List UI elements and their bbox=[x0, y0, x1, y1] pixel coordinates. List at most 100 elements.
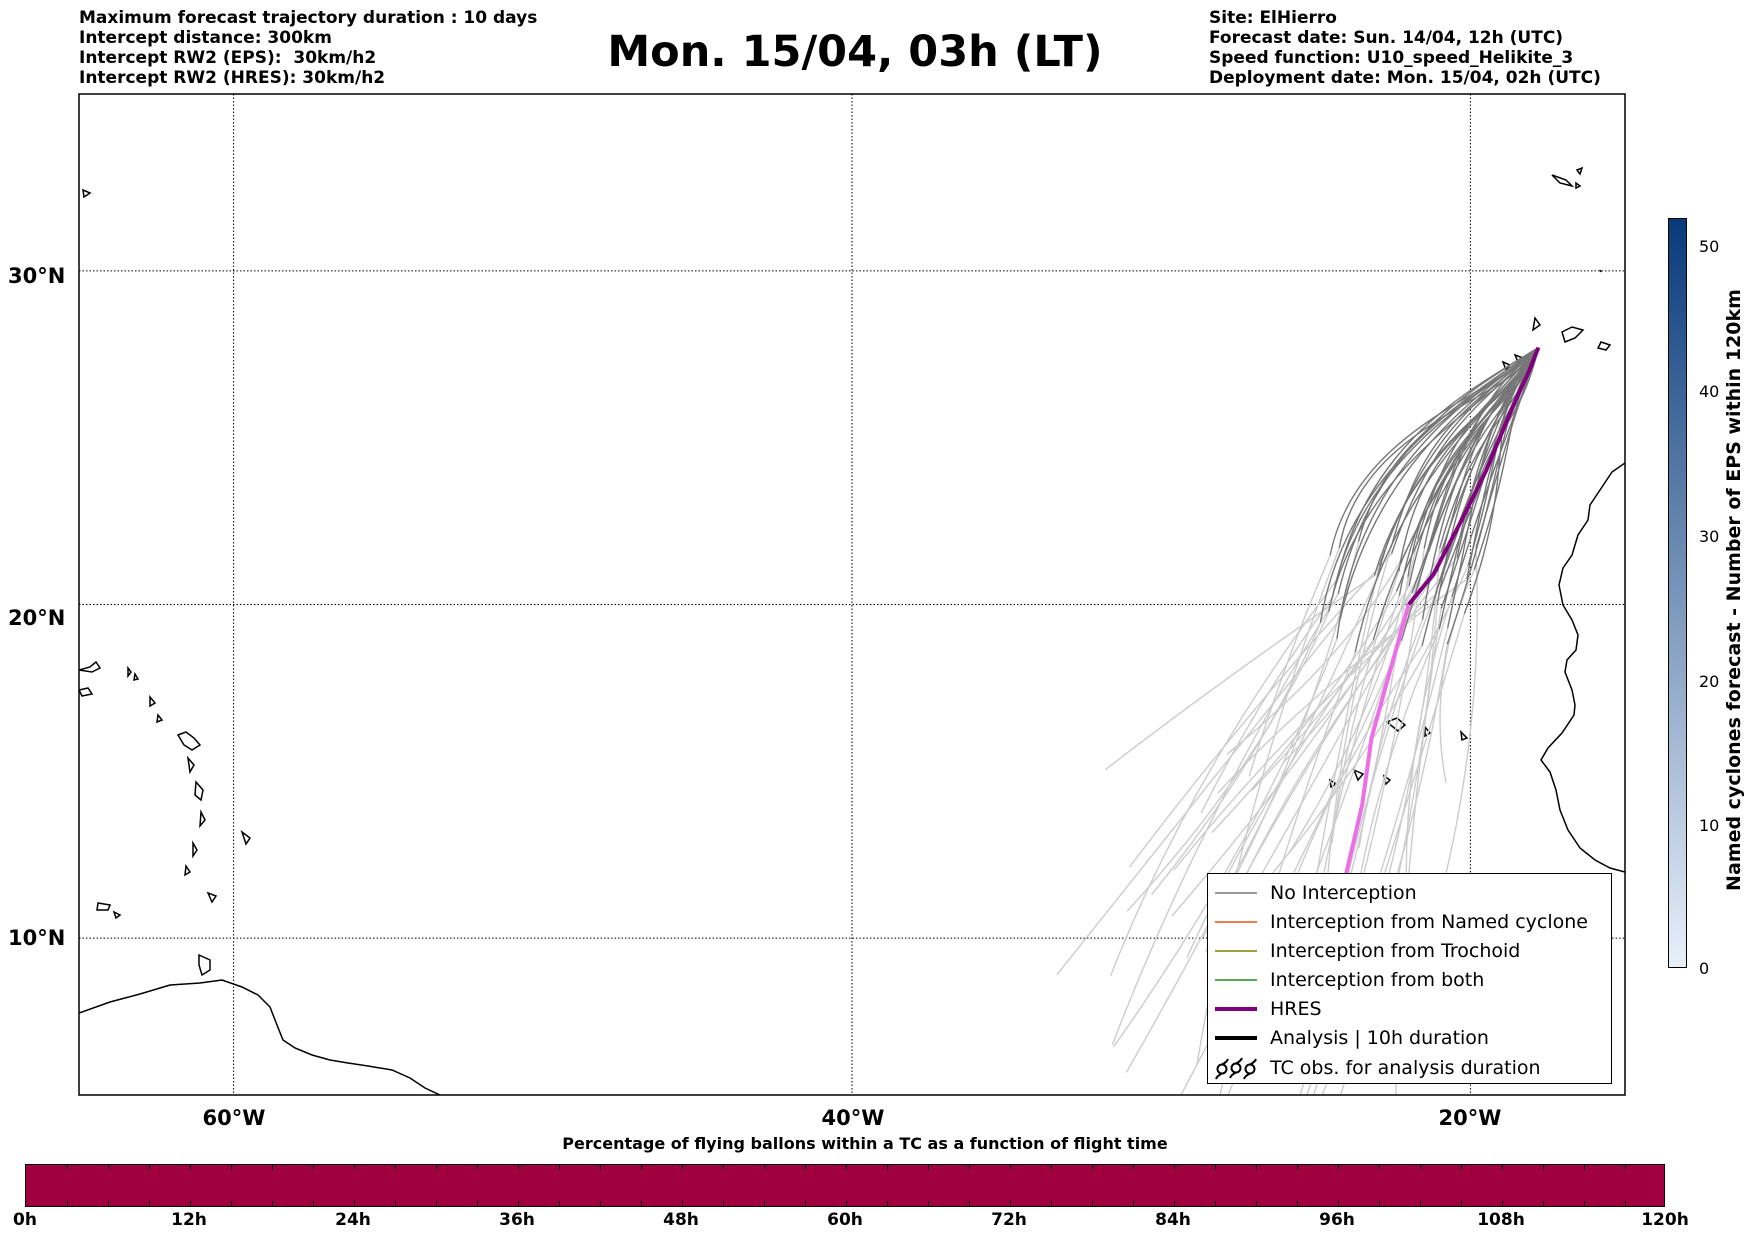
coastline-south-america bbox=[79, 979, 441, 1095]
colorbar-minor-tick bbox=[395, 1201, 396, 1206]
colorbar-minor-tick bbox=[149, 1165, 150, 1170]
colorbar-minor-tick bbox=[1379, 1165, 1380, 1170]
colorbar-minor-tick bbox=[1543, 1201, 1544, 1206]
colorbar-minor-tick bbox=[764, 1165, 765, 1170]
colorbar-flight-time-tick: 96h bbox=[1319, 1210, 1355, 1230]
colorbar-flight-time-tick: 12h bbox=[171, 1210, 207, 1230]
colorbar-minor-tick bbox=[477, 1201, 478, 1206]
legend-label: Analysis | 10h duration bbox=[1270, 1027, 1489, 1049]
eps-trajectory bbox=[1336, 347, 1539, 639]
colorbar-tick: 40 bbox=[1699, 382, 1720, 401]
colorbar-minor-tick bbox=[313, 1165, 314, 1170]
lat-label-10n: 10°N bbox=[8, 926, 66, 950]
map-legend: No Interception Interception from Named … bbox=[1207, 873, 1612, 1084]
colorbar-minor-tick bbox=[641, 1201, 642, 1206]
colorbar-minor-tick bbox=[805, 1165, 806, 1170]
legend-label: Interception from both bbox=[1270, 969, 1485, 991]
colorbar-minor-tick bbox=[1297, 1165, 1298, 1170]
eps-trajectory bbox=[1329, 347, 1539, 556]
header-right-line: Deployment date: Mon. 15/04, 02h (UTC) bbox=[1209, 68, 1601, 88]
colorbar-minor-tick bbox=[1338, 1165, 1339, 1170]
eps-trajectory bbox=[1398, 347, 1540, 596]
colorbar-minor-tick bbox=[1092, 1201, 1093, 1206]
colorbar-minor-tick bbox=[805, 1201, 806, 1206]
colorbar-minor-tick bbox=[1502, 1201, 1503, 1206]
header-right-line: Speed function: U10_speed_Helikite_3 bbox=[1209, 48, 1574, 68]
colorbar-flight-time-tick: 24h bbox=[335, 1210, 371, 1230]
colorbar-minor-tick bbox=[108, 1165, 109, 1170]
colorbar-minor-tick bbox=[846, 1201, 847, 1206]
legend-swatch-purple bbox=[1215, 1007, 1257, 1011]
colorbar-minor-tick bbox=[477, 1165, 478, 1170]
eps-trajectory-continuation bbox=[1104, 575, 1375, 771]
eps-trajectory bbox=[1328, 347, 1540, 612]
colorbar-minor-tick bbox=[723, 1165, 724, 1170]
colorbar-minor-tick bbox=[600, 1165, 601, 1170]
colorbar-flight-time-tick: 60h bbox=[827, 1210, 863, 1230]
lon-label-20w: 20°W bbox=[1438, 1106, 1502, 1130]
legend-item-trochoid: Interception from Trochoid bbox=[1208, 938, 1608, 964]
colorbar-flight-time-tick: 0h bbox=[13, 1210, 37, 1230]
colorbar-flight-time-tick: 120h bbox=[1641, 1210, 1689, 1230]
colorbar-minor-tick bbox=[149, 1201, 150, 1206]
bottom-colorbar-title: Percentage of flying ballons within a TC… bbox=[562, 1134, 1168, 1153]
colorbar-minor-tick bbox=[1461, 1201, 1462, 1206]
colorbar-minor-tick bbox=[436, 1165, 437, 1170]
colorbar-minor-tick bbox=[928, 1201, 929, 1206]
legend-swatch-green bbox=[1215, 979, 1257, 981]
legend-label: Interception from Named cyclone bbox=[1270, 911, 1588, 933]
colorbar-minor-tick bbox=[682, 1165, 683, 1170]
colorbar-minor-tick bbox=[1502, 1165, 1503, 1170]
colorbar-minor-tick bbox=[1010, 1201, 1011, 1206]
colorbar-minor-tick bbox=[313, 1201, 314, 1206]
colorbar-minor-tick bbox=[1297, 1201, 1298, 1206]
colorbar-minor-tick bbox=[1174, 1165, 1175, 1170]
eps-trajectory bbox=[1390, 347, 1539, 554]
header-left-line: Intercept RW2 (EPS): 30km/h2 bbox=[79, 48, 377, 68]
colorbar-minor-tick bbox=[887, 1201, 888, 1206]
legend-label: TC obs. for analysis duration bbox=[1270, 1057, 1541, 1079]
colorbar-label: Named cyclones forecast - Number of EPS … bbox=[1723, 289, 1745, 891]
coastline-madeira bbox=[1551, 166, 1602, 273]
colorbar-flight-time-tick: 48h bbox=[663, 1210, 699, 1230]
colorbar-flight-time bbox=[25, 1164, 1665, 1207]
eps-trajectory-continuation bbox=[1128, 553, 1393, 868]
colorbar-minor-tick bbox=[1133, 1201, 1134, 1206]
colorbar-minor-tick bbox=[1543, 1165, 1544, 1170]
colorbar-minor-tick bbox=[1584, 1165, 1585, 1170]
legend-item-analysis: Analysis | 10h duration bbox=[1208, 1025, 1608, 1051]
coastline-caribbean-north bbox=[79, 660, 102, 697]
colorbar-minor-tick bbox=[723, 1201, 724, 1206]
colorbar-minor-tick bbox=[272, 1165, 273, 1170]
colorbar-minor-tick bbox=[67, 1165, 68, 1170]
colorbar-flight-time-tick: 108h bbox=[1477, 1210, 1525, 1230]
header-right-line: Forecast date: Sun. 14/04, 12h (UTC) bbox=[1209, 28, 1564, 48]
colorbar-minor-tick bbox=[190, 1201, 191, 1206]
header-info-left: Maximum forecast trajectory duration : 1… bbox=[79, 8, 537, 88]
colorbar-minor-tick bbox=[846, 1165, 847, 1170]
legend-item-hres: HRES bbox=[1208, 996, 1608, 1022]
colorbar-minor-tick bbox=[1174, 1201, 1175, 1206]
eps-trajectory bbox=[1376, 347, 1540, 577]
colorbar-minor-tick bbox=[1625, 1165, 1626, 1170]
colorbar-minor-tick bbox=[231, 1165, 232, 1170]
coastlines bbox=[79, 166, 1625, 1095]
lat-label-20n: 20°N bbox=[8, 606, 66, 630]
colorbar-minor-tick bbox=[1051, 1201, 1052, 1206]
colorbar-minor-tick bbox=[1420, 1165, 1421, 1170]
coastline-canary-islands bbox=[1501, 316, 1612, 372]
lon-label-40w: 40°W bbox=[821, 1106, 885, 1130]
colorbar-minor-tick bbox=[518, 1201, 519, 1206]
coastline-trinidad bbox=[198, 953, 211, 977]
header-info-right: Site: ElHierro Forecast date: Sun. 14/04… bbox=[1209, 8, 1601, 88]
eps-trajectory-continuation bbox=[1287, 538, 1419, 855]
colorbar-minor-tick bbox=[1010, 1165, 1011, 1170]
colorbar-minor-tick bbox=[1461, 1165, 1462, 1170]
coastline-venezuela-islands bbox=[96, 902, 122, 920]
eps-trajectory-continuation bbox=[1233, 557, 1458, 900]
colorbar-minor-tick bbox=[928, 1165, 929, 1170]
colorbar-tick: 30 bbox=[1699, 527, 1720, 546]
colorbar-minor-tick bbox=[1256, 1201, 1257, 1206]
colorbar-minor-tick bbox=[436, 1201, 437, 1206]
colorbar-minor-tick bbox=[395, 1165, 396, 1170]
